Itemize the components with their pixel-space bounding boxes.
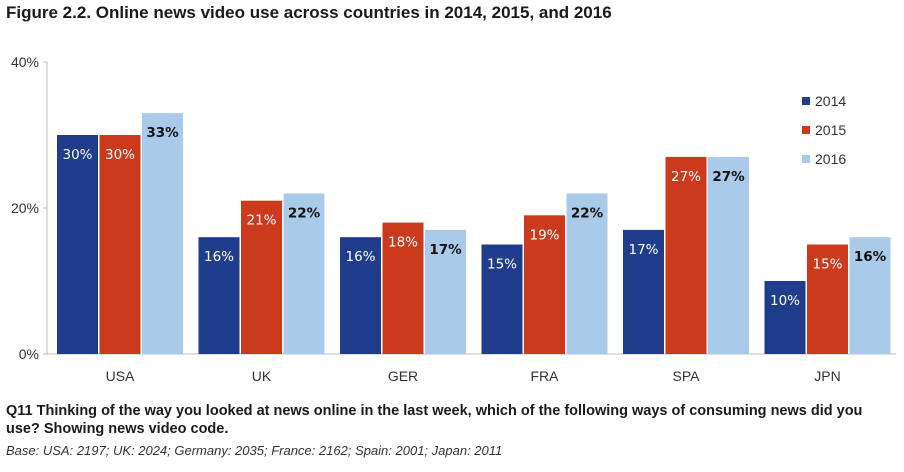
bar-uk-2015 <box>241 200 282 354</box>
bar-ger-2015 <box>382 222 424 354</box>
data-label: 30% <box>62 147 92 163</box>
y-tick-label: 40% <box>11 54 39 70</box>
survey-question: Q11 Thinking of the way you looked at ne… <box>6 403 863 437</box>
data-label: 27% <box>671 169 701 185</box>
bar-jpn-2014 <box>764 281 806 354</box>
legend-swatch-2014 <box>802 97 810 105</box>
data-label: 18% <box>388 235 418 251</box>
chart-title: Figure 2.2. Online news video use across… <box>6 3 612 22</box>
bar-ger-2016 <box>425 229 466 354</box>
data-label: 16% <box>854 249 887 265</box>
bar-fra-2014 <box>481 244 523 354</box>
bar-uk-2016 <box>283 193 325 354</box>
legend-label: 2015 <box>815 122 846 138</box>
bar-jpn-2016 <box>849 237 891 354</box>
data-label: 17% <box>429 242 462 258</box>
bar-ger-2014 <box>340 237 381 354</box>
data-label: 21% <box>246 213 276 229</box>
bar-usa-2015 <box>99 135 141 354</box>
data-label: 33% <box>146 125 179 141</box>
y-tick-label: 0% <box>19 346 39 362</box>
bar-fra-2015 <box>524 215 565 354</box>
bar-spa-2014 <box>623 229 664 354</box>
bar-jpn-2015 <box>807 244 848 354</box>
data-label: 16% <box>345 249 375 265</box>
x-tick-label: GER <box>388 368 418 384</box>
bar-fra-2016 <box>566 193 608 354</box>
base-note: Base: USA: 2197; UK: 2024; Germany: 2035… <box>6 443 503 458</box>
bar-chart: 0% 20% 40% 30% 30% 33% USA 16% 21% 22% UK 16% 18% 17%… <box>11 54 896 384</box>
legend-label: 2014 <box>815 93 846 109</box>
data-label: 22% <box>288 205 321 221</box>
x-tick-label: SPA <box>673 368 701 384</box>
data-label: 10% <box>770 293 800 309</box>
data-label: 16% <box>204 249 234 265</box>
x-tick-label: JPN <box>814 368 840 384</box>
bar-uk-2014 <box>198 237 240 354</box>
data-label: 15% <box>812 257 842 273</box>
data-label: 30% <box>105 147 135 163</box>
data-label: 27% <box>712 169 745 185</box>
data-label: 19% <box>529 227 559 243</box>
data-label: 15% <box>487 257 517 273</box>
x-tick-label: USA <box>106 368 135 384</box>
bar-spa-2015 <box>665 156 707 354</box>
data-label: 22% <box>571 205 604 221</box>
data-label: 17% <box>628 242 658 258</box>
y-tick-label: 20% <box>11 200 39 216</box>
x-tick-label: UK <box>252 368 272 384</box>
bar-usa-2014 <box>57 135 98 354</box>
legend-swatch-2016 <box>802 155 810 163</box>
bar-usa-2016 <box>142 113 183 354</box>
legend-label: 2016 <box>815 151 846 167</box>
bar-spa-2016 <box>708 156 749 354</box>
legend-swatch-2015 <box>802 126 810 134</box>
x-tick-label: FRA <box>531 368 560 384</box>
